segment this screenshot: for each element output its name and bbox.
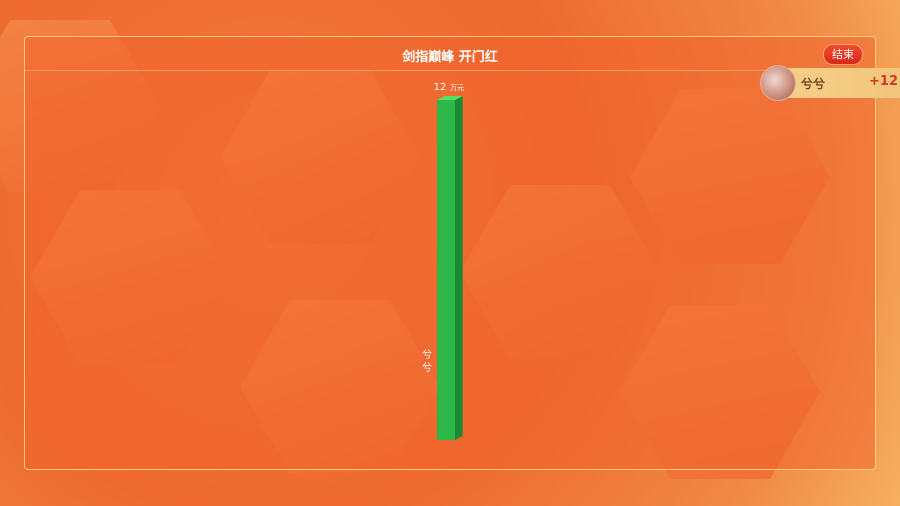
end-button[interactable]: 结束 [823, 44, 863, 65]
bar [437, 100, 455, 440]
category-label: 兮 [422, 348, 432, 361]
divider [25, 70, 875, 71]
bar-side [455, 96, 463, 440]
value-label: 12 [434, 82, 447, 93]
ranking-name: 兮兮 [801, 77, 826, 91]
unit-label: 万元 [450, 84, 464, 92]
ranking-score: +12 [869, 74, 898, 89]
avatar [760, 65, 796, 101]
category-label: 兮 [422, 361, 432, 374]
bar-top [437, 96, 463, 100]
page-title: 剑指巅峰 开门红 [402, 50, 498, 65]
